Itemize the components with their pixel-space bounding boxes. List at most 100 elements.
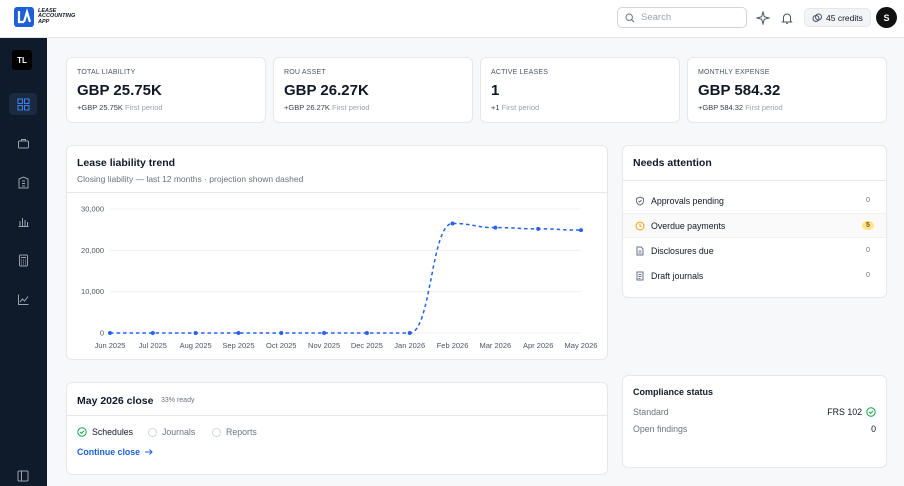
- sidebar-item-properties[interactable]: [9, 171, 37, 193]
- search-icon: [625, 12, 635, 22]
- x-tick-label: Feb 2026: [437, 341, 469, 350]
- kpi-card-active-leases: ACTIVE LEASES 1 +1 First period: [480, 57, 680, 123]
- continue-close-link[interactable]: Continue close: [77, 447, 154, 457]
- kpi-label: ROU ASSET: [284, 69, 326, 76]
- close-ready-status: 33% ready: [161, 397, 195, 404]
- credits-button[interactable]: 45 credits: [804, 8, 871, 27]
- attention-label: Draft journals: [651, 270, 704, 281]
- trend-title: Lease liability trend: [77, 157, 176, 169]
- coins-icon: [812, 13, 822, 22]
- data-point: [150, 331, 155, 335]
- kpi-label: MONTHLY EXPENSE: [698, 69, 770, 76]
- bell-icon[interactable]: [780, 11, 794, 25]
- logo-text: LEASE ACCOUNTING APP: [38, 7, 76, 25]
- divider: [623, 180, 886, 181]
- x-tick-label: May 2026: [565, 341, 598, 350]
- x-tick-label: Nov 2025: [308, 341, 340, 350]
- compliance-standard-row: Standard FRS 102: [633, 407, 876, 417]
- close-step-journals[interactable]: Journals: [148, 427, 195, 437]
- grid-icon: [17, 98, 29, 110]
- search-input[interactable]: [641, 12, 736, 23]
- pending-circle-icon: [212, 427, 221, 437]
- close-title: May 2026 close: [77, 395, 154, 407]
- step-label: Schedules: [92, 427, 134, 437]
- logo-mark-icon: [14, 7, 34, 27]
- attention-count: 0: [866, 272, 870, 279]
- sidebar-toggle-icon: [17, 470, 29, 482]
- briefcase-icon: [17, 138, 29, 148]
- attention-title: Needs attention: [633, 157, 712, 169]
- data-point: [407, 331, 412, 335]
- attention-label: Overdue payments: [651, 220, 726, 231]
- needs-attention-card: Needs attention Approvals pending 0 Over…: [622, 145, 887, 298]
- search-box[interactable]: [617, 7, 747, 28]
- bar-chart-icon: [18, 217, 28, 227]
- sidebar-item-reports[interactable]: [9, 210, 37, 232]
- y-tick-label: 30,000: [81, 205, 104, 214]
- sparkle-icon[interactable]: [755, 10, 771, 26]
- sidebar-item-leases[interactable]: [9, 132, 37, 154]
- kpi-value: GBP 584.32: [698, 82, 781, 99]
- data-point: [236, 331, 241, 335]
- x-tick-label: Apr 2026: [523, 341, 553, 350]
- kpi-delta: +GBP 26.27K First period: [284, 103, 370, 112]
- x-tick-label: Mar 2026: [480, 341, 512, 350]
- kpi-card-monthly-expense: MONTHLY EXPENSE GBP 584.32 +GBP 584.32 F…: [687, 57, 887, 123]
- user-avatar[interactable]: S: [876, 7, 897, 28]
- compliance-title: Compliance status: [633, 387, 714, 397]
- kpi-delta: +1 First period: [491, 103, 540, 112]
- credits-label: 45 credits: [826, 12, 863, 23]
- attention-label: Disclosures due: [651, 245, 714, 256]
- kpi-card-total-liability: TOTAL LIABILITY GBP 25.75K +GBP 25.75K F…: [66, 57, 266, 123]
- liability-trend-card: Lease liability trend Closing liability …: [66, 145, 608, 360]
- kpi-value: GBP 26.27K: [284, 82, 369, 99]
- data-point: [193, 331, 198, 335]
- clock-icon: [635, 221, 645, 231]
- step-label: Journals: [162, 427, 196, 437]
- calculator-icon: [18, 254, 28, 266]
- document-icon: [635, 246, 645, 256]
- sidebar-item-calculator[interactable]: [9, 249, 37, 271]
- y-tick-label: 20,000: [81, 246, 104, 255]
- kpi-card-rou-asset: ROU ASSET GBP 26.27K +GBP 26.27K First p…: [273, 57, 473, 123]
- kpi-value: GBP 25.75K: [77, 82, 162, 99]
- x-tick-label: Jul 2025: [139, 341, 167, 350]
- y-tick-label: 0: [100, 329, 104, 338]
- app-logo[interactable]: LEASE ACCOUNTING APP: [14, 7, 75, 27]
- y-tick-label: 10,000: [81, 287, 104, 296]
- divider: [67, 192, 607, 193]
- close-step-schedules[interactable]: Schedules: [77, 427, 133, 437]
- period-close-card: May 2026 close 33% ready Schedules Journ…: [66, 382, 608, 475]
- data-point: [493, 225, 498, 230]
- close-step-reports[interactable]: Reports: [212, 427, 257, 437]
- step-label: Reports: [226, 427, 257, 437]
- trend-subtitle: Closing liability — last 12 months · pro…: [77, 174, 304, 184]
- data-point: [579, 228, 583, 233]
- sidebar: TL: [0, 38, 47, 486]
- x-tick-label: Dec 2025: [351, 341, 383, 350]
- attention-item-journals[interactable]: Draft journals 0: [623, 263, 886, 288]
- compliance-status-card: Compliance status Standard FRS 102 Open …: [622, 375, 887, 468]
- kpi-value: 1: [491, 82, 500, 99]
- attention-item-overdue[interactable]: Overdue payments 5: [623, 213, 886, 238]
- x-tick-label: Jun 2025: [95, 341, 126, 350]
- compliance-findings-row: Open findings 0: [633, 424, 876, 434]
- journal-icon: [635, 271, 645, 281]
- x-tick-label: Sep 2025: [222, 341, 254, 350]
- arrow-right-icon: [145, 449, 153, 455]
- attention-item-disclosures[interactable]: Disclosures due 0: [623, 238, 886, 263]
- x-tick-label: Jan 2026: [394, 341, 425, 350]
- sidebar-item-dashboard[interactable]: [9, 93, 37, 115]
- shield-icon: [635, 195, 645, 206]
- attention-item-approvals[interactable]: Approvals pending 0: [623, 188, 886, 213]
- data-point: [108, 331, 112, 335]
- attention-count-badge: 5: [862, 221, 874, 230]
- attention-label: Approvals pending: [651, 195, 724, 206]
- attention-count: 0: [866, 197, 870, 204]
- workspace-badge[interactable]: TL: [12, 50, 32, 70]
- sidebar-item-analytics[interactable]: [9, 288, 37, 310]
- top-bar: LEASE ACCOUNTING APP 45 credits S: [0, 0, 904, 38]
- data-point: [364, 331, 369, 335]
- data-point: [279, 331, 284, 335]
- sidebar-toggle-button[interactable]: [9, 465, 37, 486]
